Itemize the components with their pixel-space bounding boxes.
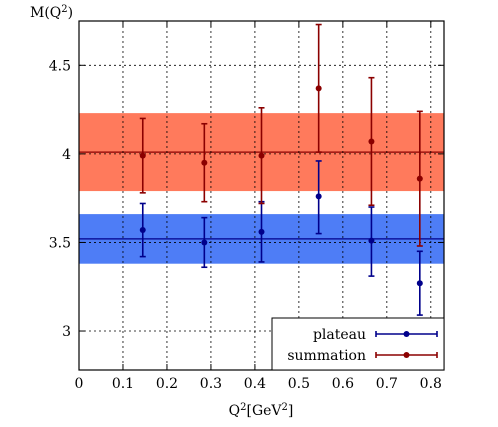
swatch-point: [403, 331, 410, 337]
y-tick-label: 4.5: [49, 58, 71, 74]
legend-swatch-summation: [375, 352, 438, 358]
x-tick-label: 0.8: [420, 376, 442, 392]
data-point: [201, 239, 208, 246]
data-point: [368, 237, 375, 244]
y-tick-label: 3.5: [49, 235, 71, 251]
x-tick-label: 0: [75, 376, 84, 392]
point-summation-0: [139, 117, 146, 194]
legend-label-summation: summation: [287, 348, 366, 364]
x-tick-label: 0.7: [376, 376, 398, 392]
point-summation-1: [201, 122, 208, 203]
x-tick-label: 0.2: [156, 376, 178, 392]
data-point: [368, 138, 375, 145]
swatch-point: [403, 352, 410, 358]
x-tick-label: 0.3: [200, 376, 222, 392]
data-point: [201, 159, 208, 166]
legend: plateau summation: [271, 317, 445, 371]
legend-swatch-plateau: [375, 331, 438, 337]
point-plateau-5: [416, 250, 423, 316]
point-summation-2: [258, 107, 265, 205]
series-layer: [139, 23, 423, 316]
data-point: [258, 152, 265, 159]
data-point: [416, 280, 423, 287]
ticks-layer: 0 0.1 0.2 0.3 0.4 0.5 0.6 0.7 0.8 3 3.5 4 4.5: [49, 21, 444, 392]
point-summation-5: [416, 110, 423, 247]
x-tick-label: 0.4: [244, 376, 266, 392]
legend-label-plateau: plateau: [313, 327, 366, 343]
legend-box: [271, 317, 445, 371]
point-summation-3: [315, 23, 322, 153]
y-tick-label: 3: [62, 324, 71, 340]
data-point: [258, 228, 265, 235]
y-axis-label: M(Q2): [30, 4, 73, 22]
data-point: [315, 85, 322, 92]
data-point: [139, 152, 146, 159]
point-plateau-4: [368, 206, 375, 277]
plot-frame: [78, 20, 445, 371]
point-plateau-3: [315, 160, 322, 235]
data-point: [315, 193, 322, 200]
point-plateau-0: [139, 202, 146, 258]
x-tick-label: 0.1: [112, 376, 134, 392]
x-axis-label: Q2[GeV2]: [229, 402, 294, 420]
y-tick-label: 4: [62, 147, 71, 163]
grid-layer: [79, 21, 444, 370]
data-point: [139, 227, 146, 234]
x-tick-label: 0.5: [288, 376, 310, 392]
data-point: [416, 175, 423, 182]
point-summation-4: [368, 76, 375, 207]
point-plateau-1: [201, 216, 208, 269]
x-tick-label: 0.6: [332, 376, 354, 392]
